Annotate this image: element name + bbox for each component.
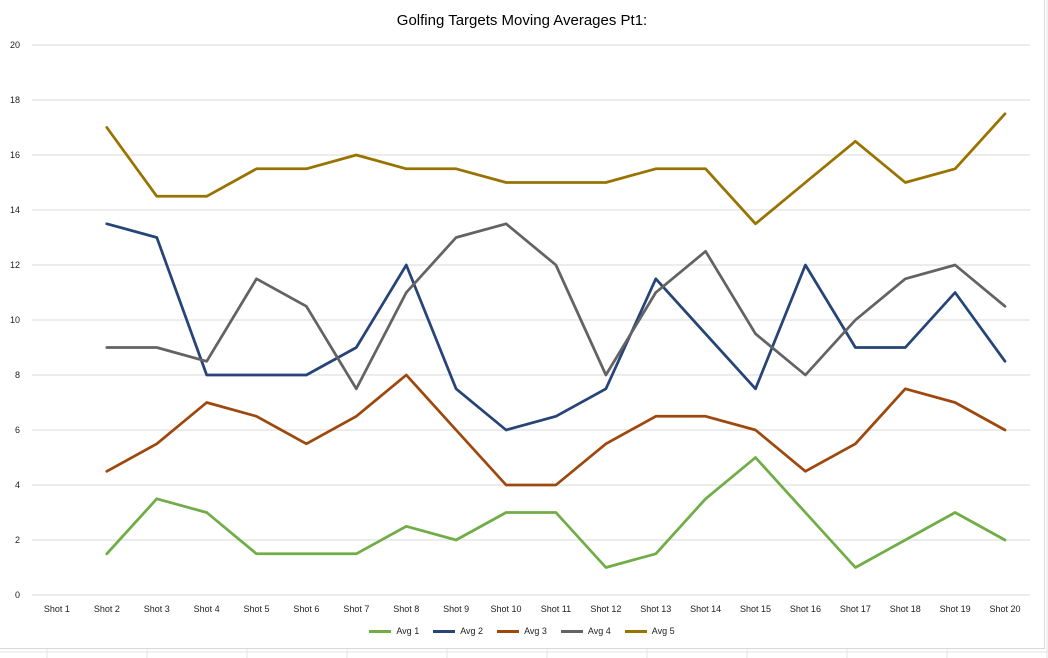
x-tick-label: Shot 9 <box>443 604 469 614</box>
x-tick-label: Shot 5 <box>244 604 270 614</box>
y-axis-tick-labels: 0 2 4 6 8 10 12 14 16 18 20 <box>10 40 20 600</box>
legend-label: Avg 3 <box>524 626 547 636</box>
x-tick-label: Shot 16 <box>790 604 821 614</box>
chart-legend: Avg 1 Avg 2 Avg 3 Avg 4 Avg 5 <box>0 626 1044 636</box>
y-tick-label: 16 <box>10 150 20 160</box>
series-line-avg-5[interactable] <box>105 112 1007 226</box>
x-tick-label: Shot 19 <box>940 604 971 614</box>
y-tick-label: 4 <box>15 480 20 490</box>
y-tick-label: 18 <box>10 95 20 105</box>
y-tick-label: 0 <box>15 590 20 600</box>
x-tick-label: Shot 13 <box>640 604 671 614</box>
y-tick-label: 6 <box>15 425 20 435</box>
series-line-avg-2[interactable] <box>105 222 1007 432</box>
legend-item[interactable]: Avg 4 <box>560 626 611 636</box>
legend-item[interactable]: Avg 3 <box>497 626 547 636</box>
y-tick-label: 12 <box>10 260 20 270</box>
x-tick-label: Shot 8 <box>393 604 419 614</box>
x-tick-label: Shot 14 <box>690 604 721 614</box>
legend-label: Avg 1 <box>396 626 420 636</box>
x-tick-label: Shot 6 <box>293 604 319 614</box>
y-tick-label: 2 <box>15 535 20 545</box>
series-line-avg-4[interactable] <box>105 222 1007 391</box>
x-tick-label: Shot 18 <box>890 604 921 614</box>
x-tick-label: Shot 4 <box>194 604 220 614</box>
legend-swatch <box>624 629 647 633</box>
legend-label: Avg 5 <box>651 626 675 636</box>
y-tick-label: 20 <box>10 40 20 50</box>
y-tick-label: 14 <box>10 205 20 215</box>
x-tick-label: Shot 11 <box>541 604 571 614</box>
legend-swatch <box>560 629 583 633</box>
x-tick-label: Shot 3 <box>144 604 170 614</box>
y-tick-label: 10 <box>10 315 20 325</box>
x-tick-label: Shot 7 <box>343 604 369 614</box>
series-line-avg-1[interactable] <box>105 456 1007 569</box>
legend-label: Avg 4 <box>587 626 611 636</box>
series-line-avg-3[interactable] <box>105 373 1007 487</box>
legend-swatch <box>369 629 392 633</box>
x-tick-label: Shot 10 <box>491 604 522 614</box>
x-tick-label: Shot 20 <box>990 604 1021 614</box>
legend-swatch <box>433 629 456 633</box>
legend-swatch <box>497 629 520 633</box>
x-tick-label: Shot 2 <box>94 604 120 614</box>
legend-label: Avg 2 <box>460 626 484 636</box>
chart-title: Golfing Targets Moving Averages Pt1: <box>396 12 648 29</box>
x-tick-label: Shot 15 <box>740 604 771 614</box>
x-axis-tick-labels: Shot 1 Shot 2 Shot 3 Shot 4 Shot 5 Shot 6 Shot… <box>44 604 1021 614</box>
x-tick-label: Shot 1 <box>44 604 70 614</box>
gridlines <box>32 44 1030 596</box>
y-tick-label: 8 <box>15 370 20 380</box>
legend-item[interactable]: Avg 2 <box>433 626 483 636</box>
series-lines <box>105 112 1007 569</box>
legend-item[interactable]: Avg 5 <box>624 626 675 636</box>
legend-item[interactable]: Avg 1 <box>369 626 419 636</box>
x-tick-label: Shot 12 <box>590 604 621 614</box>
x-tick-label: Shot 17 <box>840 604 871 614</box>
